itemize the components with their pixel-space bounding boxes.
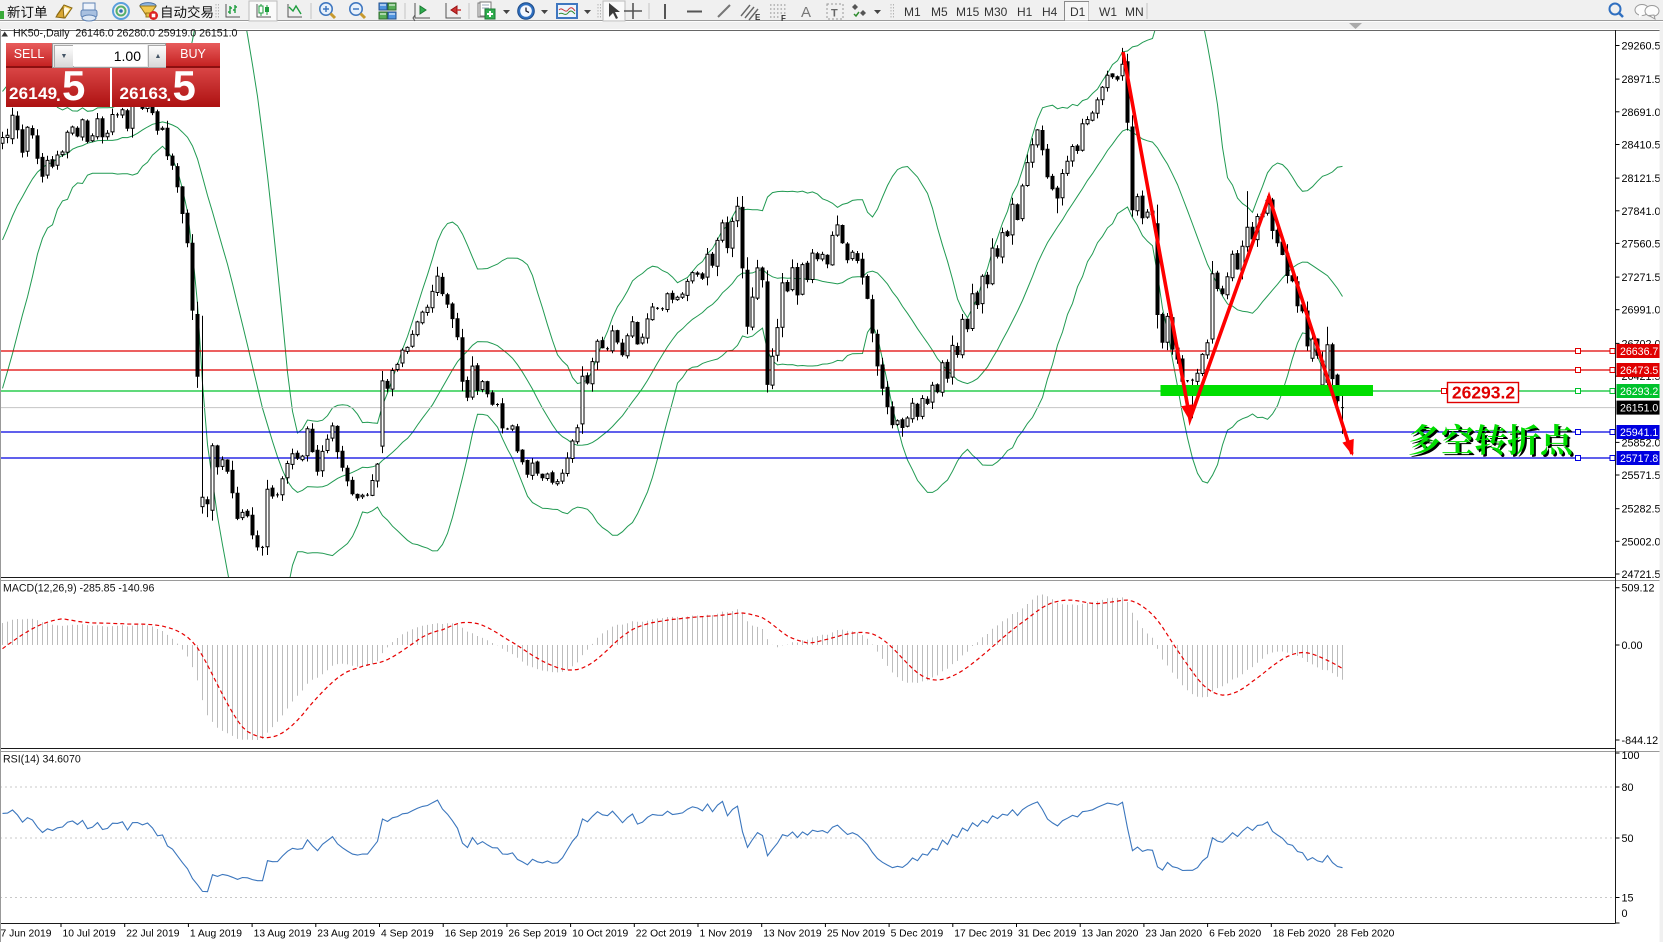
svg-text:10 Oct 2019: 10 Oct 2019: [572, 929, 628, 940]
svg-text:27560.5: 27560.5: [1622, 238, 1661, 250]
svg-text:1 Nov 2019: 1 Nov 2019: [700, 929, 753, 940]
svg-text:M5: M5: [931, 5, 948, 19]
svg-text:26473.5: 26473.5: [1620, 365, 1658, 377]
svg-text:5 Dec 2019: 5 Dec 2019: [891, 929, 944, 940]
svg-text:28691.0: 28691.0: [1622, 107, 1661, 119]
svg-text:13 Aug 2019: 13 Aug 2019: [254, 929, 312, 940]
svg-text:25002.0: 25002.0: [1622, 536, 1661, 548]
svg-text:28 Feb 2020: 28 Feb 2020: [1337, 929, 1395, 940]
svg-text:80: 80: [1622, 782, 1634, 794]
svg-text:H1: H1: [1017, 5, 1033, 19]
svg-text:28121.5: 28121.5: [1622, 173, 1661, 185]
svg-text:7 Jun 2019: 7 Jun 2019: [1, 929, 52, 940]
svg-text:4 Sep 2019: 4 Sep 2019: [381, 929, 434, 940]
svg-text:509.12: 509.12: [1622, 583, 1655, 595]
svg-text:28971.5: 28971.5: [1622, 74, 1661, 86]
svg-text:25282.5: 25282.5: [1622, 504, 1661, 516]
svg-text:0: 0: [1622, 908, 1628, 920]
svg-text:29260.5: 29260.5: [1622, 41, 1661, 53]
svg-text:T: T: [831, 8, 838, 20]
svg-text:23 Jan 2020: 23 Jan 2020: [1145, 929, 1202, 940]
svg-text:HK50-,Daily 26146.0 26280.0 2: HK50-,Daily 26146.0 26280.0 25919.0 2615…: [13, 28, 238, 40]
svg-text:M15: M15: [956, 5, 980, 19]
svg-text:H4: H4: [1042, 5, 1058, 19]
svg-text:24721.5: 24721.5: [1622, 569, 1661, 581]
svg-text:27841.0: 27841.0: [1622, 206, 1661, 218]
svg-text:23 Aug 2019: 23 Aug 2019: [317, 929, 375, 940]
svg-text:26 Sep 2019: 26 Sep 2019: [508, 929, 567, 940]
svg-text:27271.5: 27271.5: [1622, 272, 1661, 284]
svg-text:10 Jul 2019: 10 Jul 2019: [63, 929, 117, 940]
svg-text:26991.0: 26991.0: [1622, 305, 1661, 317]
svg-text:13 Jan 2020: 13 Jan 2020: [1082, 929, 1139, 940]
svg-text:13 Nov 2019: 13 Nov 2019: [763, 929, 822, 940]
svg-text:22 Oct 2019: 22 Oct 2019: [636, 929, 692, 940]
svg-text:E: E: [755, 13, 761, 22]
svg-text:16 Sep 2019: 16 Sep 2019: [445, 929, 504, 940]
svg-text:A: A: [801, 4, 811, 21]
svg-text:25941.1: 25941.1: [1620, 427, 1658, 439]
svg-text:28410.5: 28410.5: [1622, 140, 1661, 152]
svg-text:MN: MN: [1125, 5, 1144, 19]
svg-text:RSI(14) 34.6070: RSI(14) 34.6070: [3, 754, 81, 766]
svg-text:26293.2: 26293.2: [1452, 383, 1516, 403]
svg-text:22 Jul 2019: 22 Jul 2019: [126, 929, 180, 940]
svg-text:31 Dec 2019: 31 Dec 2019: [1018, 929, 1077, 940]
svg-text:26151.0: 26151.0: [1620, 403, 1658, 415]
svg-text:-844.12: -844.12: [1622, 735, 1659, 747]
svg-text:100: 100: [1622, 750, 1640, 762]
svg-text:D1: D1: [1070, 5, 1086, 19]
svg-text:25571.5: 25571.5: [1622, 470, 1661, 482]
svg-text:50: 50: [1622, 833, 1634, 845]
svg-text:17 Dec 2019: 17 Dec 2019: [954, 929, 1013, 940]
svg-text:M30: M30: [984, 5, 1008, 19]
svg-text:M1: M1: [904, 5, 921, 19]
svg-text:15: 15: [1622, 893, 1634, 905]
svg-text:26293.2: 26293.2: [1620, 386, 1658, 398]
svg-text:25717.8: 25717.8: [1620, 453, 1658, 465]
svg-text:26636.7: 26636.7: [1620, 346, 1658, 358]
svg-text:25 Nov 2019: 25 Nov 2019: [827, 929, 886, 940]
svg-text:25852.0: 25852.0: [1622, 437, 1661, 449]
svg-text:W1: W1: [1099, 5, 1117, 19]
svg-text:6 Feb 2020: 6 Feb 2020: [1209, 929, 1261, 940]
svg-text:18 Feb 2020: 18 Feb 2020: [1273, 929, 1331, 940]
svg-text:MACD(12,26,9) -285.85 -140.96: MACD(12,26,9) -285.85 -140.96: [3, 583, 154, 595]
svg-text:0.00: 0.00: [1622, 640, 1643, 652]
svg-text:1 Aug 2019: 1 Aug 2019: [190, 929, 242, 940]
svg-text:F: F: [781, 14, 786, 23]
